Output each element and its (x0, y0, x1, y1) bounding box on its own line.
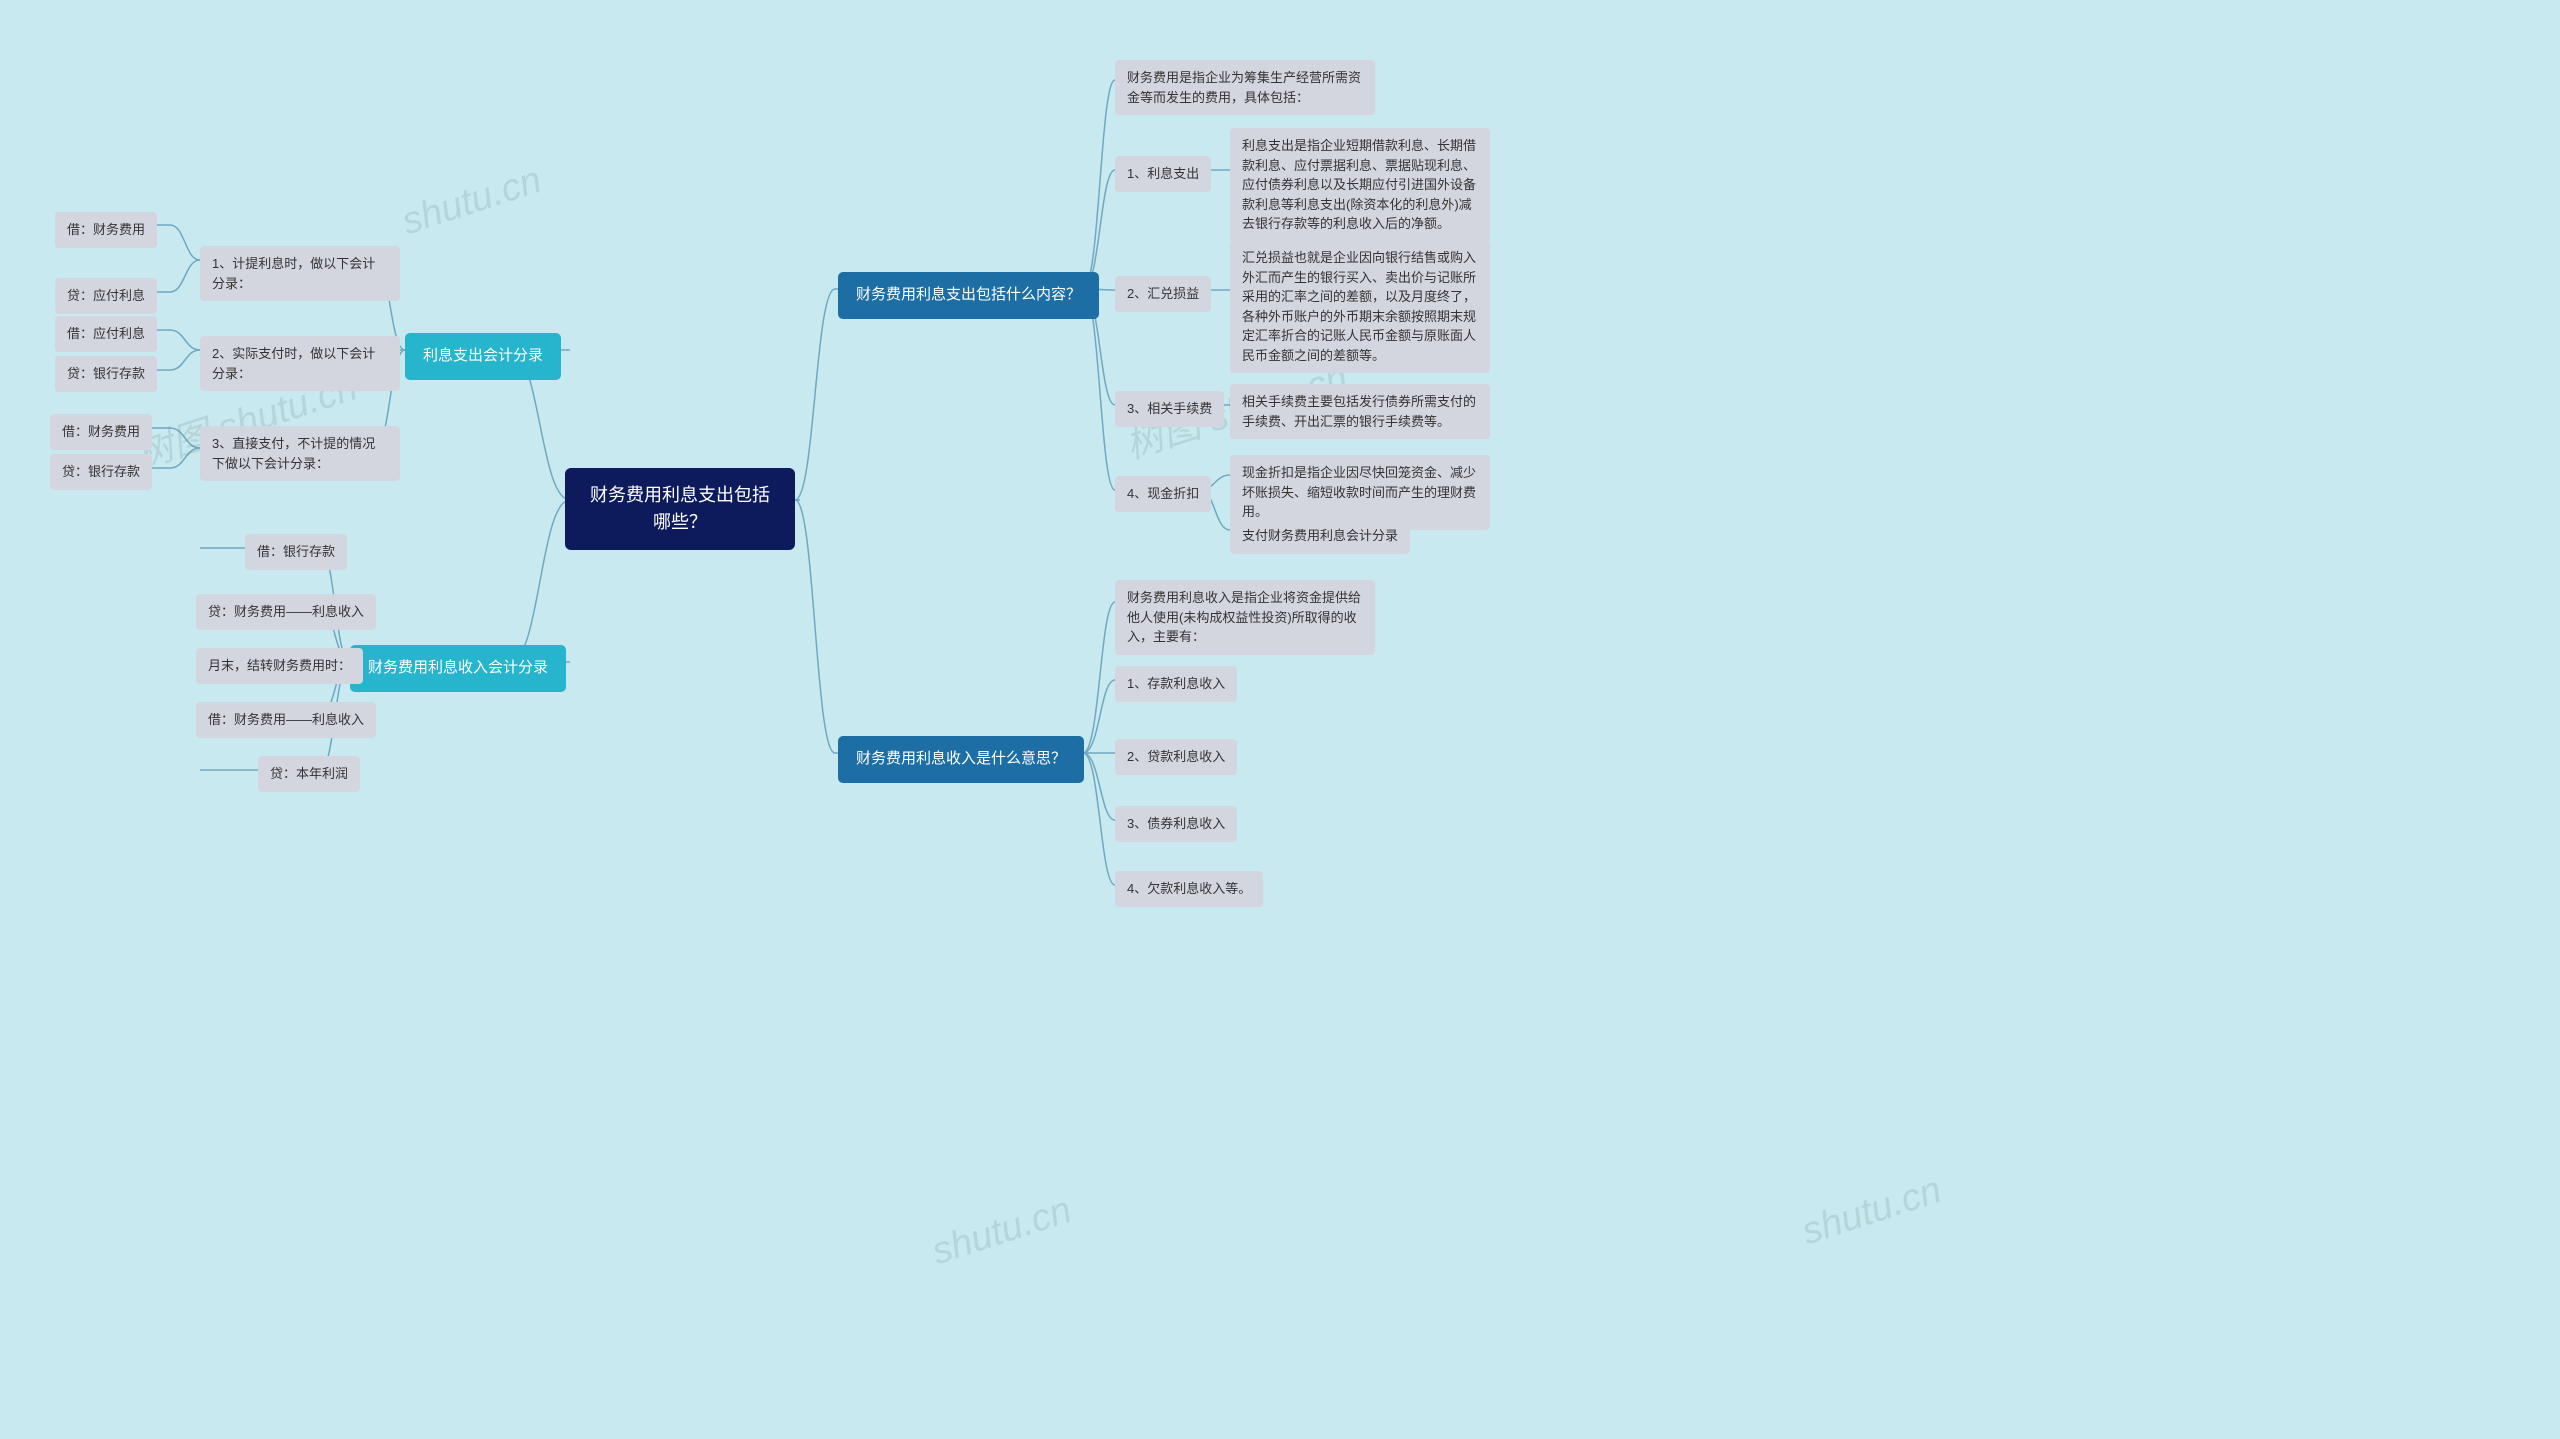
watermark: shutu.cn (927, 1189, 1077, 1274)
right1-item1-detail: 利息支出是指企业短期借款利息、长期借款利息、应付票据利息、票据贴现利息、应付债券… (1230, 128, 1490, 242)
left2-item3: 月末，结转财务费用时： (196, 648, 363, 684)
left-branch-income-entries[interactable]: 财务费用利息收入会计分录 (350, 645, 566, 692)
left-branch-interest-entries[interactable]: 利息支出会计分录 (405, 333, 561, 380)
right1-item1-label: 1、利息支出 (1115, 156, 1211, 192)
left1-item1-sub1: 借：财务费用 (55, 212, 157, 248)
left1-item2-sub2: 贷：银行存款 (55, 356, 157, 392)
right1-item4-extra: 支付财务费用利息会计分录 (1230, 518, 1410, 554)
right2-item3: 3、债券利息收入 (1115, 806, 1237, 842)
watermark: shutu.cn (397, 159, 547, 244)
left2-item4: 借：财务费用——利息收入 (196, 702, 376, 738)
left1-item3-sub1: 借：财务费用 (50, 414, 152, 450)
left1-item1-sub2: 贷：应付利息 (55, 278, 157, 314)
left2-item5: 贷：本年利润 (258, 756, 360, 792)
left1-item3: 3、直接支付，不计提的情况下做以下会计分录： (200, 426, 400, 481)
root-node[interactable]: 财务费用利息支出包括哪些？ (565, 468, 795, 550)
right2-intro: 财务费用利息收入是指企业将资金提供给他人使用(未构成权益性投资)所取得的收入，主… (1115, 580, 1375, 655)
left1-item2-sub1: 借：应付利息 (55, 316, 157, 352)
right-branch-income-meaning[interactable]: 财务费用利息收入是什么意思？ (838, 736, 1084, 783)
watermark: shutu.cn (1797, 1169, 1947, 1254)
right1-item3-label: 3、相关手续费 (1115, 391, 1224, 427)
right1-item4-label: 4、现金折扣 (1115, 476, 1211, 512)
left1-item2: 2、实际支付时，做以下会计分录： (200, 336, 400, 391)
right2-item2: 2、贷款利息收入 (1115, 739, 1237, 775)
right1-intro: 财务费用是指企业为筹集生产经营所需资金等而发生的费用，具体包括： (1115, 60, 1375, 115)
left1-item3-sub2: 贷：银行存款 (50, 454, 152, 490)
left1-item1: 1、计提利息时，做以下会计分录： (200, 246, 400, 301)
right1-item3-detail: 相关手续费主要包括发行债券所需支付的手续费、开出汇票的银行手续费等。 (1230, 384, 1490, 439)
left2-item1: 借：银行存款 (245, 534, 347, 570)
right1-item2-label: 2、汇兑损益 (1115, 276, 1211, 312)
right-branch-contents[interactable]: 财务费用利息支出包括什么内容？ (838, 272, 1099, 319)
right1-item2-detail: 汇兑损益也就是企业因向银行结售或购入外汇而产生的银行买入、卖出价与记账所采用的汇… (1230, 240, 1490, 373)
left2-item2: 贷：财务费用——利息收入 (196, 594, 376, 630)
right2-item1: 1、存款利息收入 (1115, 666, 1237, 702)
right2-item4: 4、欠款利息收入等。 (1115, 871, 1263, 907)
